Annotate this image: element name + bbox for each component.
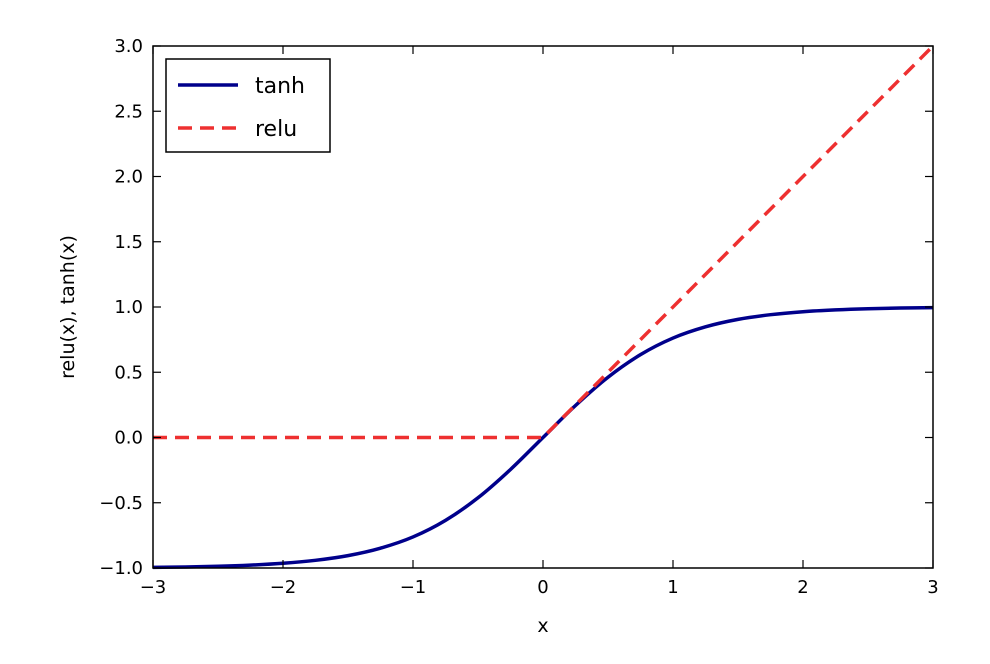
x-tick-label: −3: [140, 577, 167, 598]
y-axis-label: relu(x), tanh(x): [57, 235, 79, 379]
y-tick-label: 2.5: [114, 101, 143, 122]
y-tick-label: 1.5: [114, 232, 143, 253]
legend-box: [165, 58, 331, 153]
x-axis-label: x: [537, 615, 548, 637]
y-tick-label: 0.5: [114, 362, 143, 383]
y-tick-label: 2.0: [114, 167, 143, 188]
legend-label-tanh: tanh: [255, 74, 305, 99]
x-tick-label: 1: [667, 577, 678, 598]
legend-label-relu: relu: [255, 117, 297, 142]
y-tick-label: 1.0: [114, 297, 143, 318]
y-tick-label: −0.5: [99, 493, 143, 514]
x-tick-label: −2: [270, 577, 297, 598]
legend: tanh relu: [165, 58, 331, 153]
ticks-layer: −3 −2 −1 0 1 2 3 −1.0 −0.5 0.0 0.5 1.0 1.5 2.0 2.5 3.0: [99, 36, 938, 598]
x-tick-label: 2: [797, 577, 808, 598]
series-line-relu: [153, 44, 935, 440]
x-tick-label: 0: [537, 577, 548, 598]
y-tick-label: 0.0: [114, 428, 143, 449]
x-tick-label: 3: [927, 577, 938, 598]
y-tick-label: −1.0: [99, 558, 143, 579]
x-tick-label: −1: [400, 577, 427, 598]
y-tick-label: 3.0: [114, 36, 143, 57]
